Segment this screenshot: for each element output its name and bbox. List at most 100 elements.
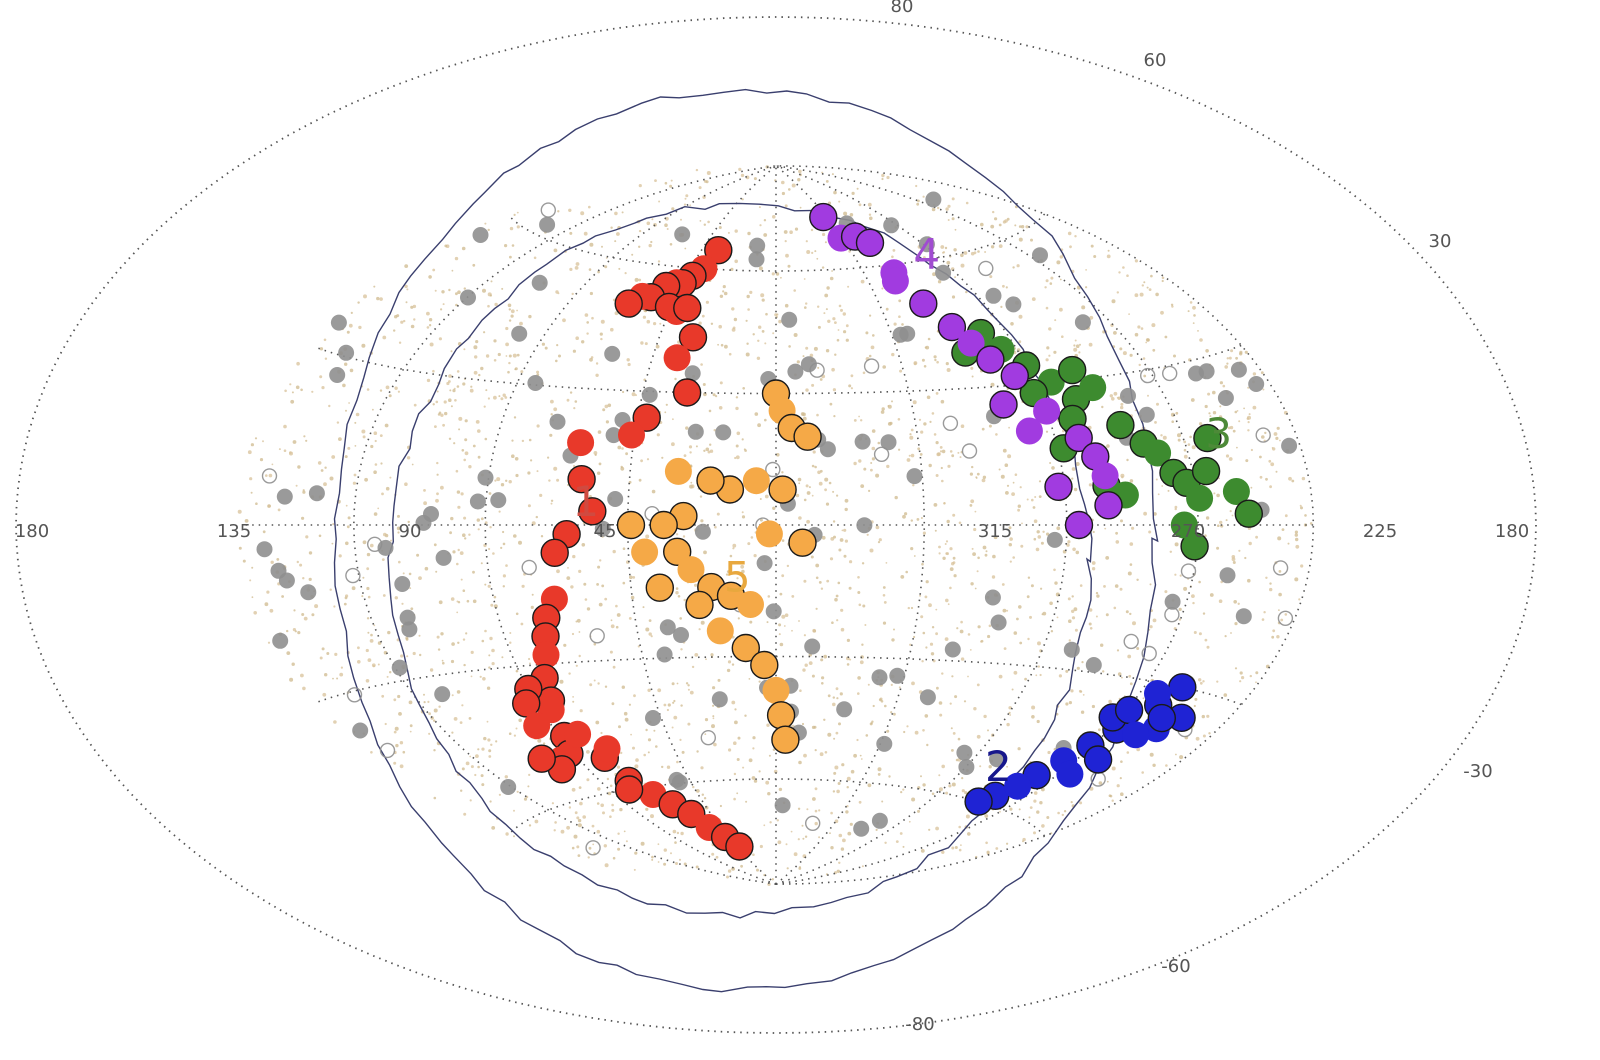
background-dot [582,815,586,819]
background-dot [1093,255,1097,258]
background-dot [1005,491,1009,495]
background-dot [759,498,762,500]
background-dot [638,229,642,233]
background-dot [276,558,280,561]
background-dot [985,841,988,845]
background-dot [683,862,687,866]
background-dot [676,760,679,764]
background-dot [954,695,958,699]
background-dot [942,556,946,560]
background-dot [1062,429,1065,433]
background-dot [291,662,295,666]
background-dot [843,528,847,532]
background-dot [562,318,566,323]
grey-source-marker [958,759,975,775]
background-dot [696,750,699,753]
background-dot [1018,808,1021,811]
background-dot [472,599,477,604]
background-dot [1012,556,1015,559]
background-dot [520,622,524,626]
background-dot [705,447,710,452]
background-dot [941,449,946,454]
background-dot [618,267,621,270]
background-dot [947,464,951,468]
background-dot [493,359,497,362]
background-dot [857,692,860,695]
background-dot [1164,335,1168,339]
background-dot [802,416,807,421]
background-dot [1191,594,1195,598]
background-dot [1125,610,1129,614]
background-dot [1194,697,1198,701]
background-dot [433,749,436,752]
background-dot [1111,766,1116,771]
background-dot [951,295,956,299]
background-dot [571,787,576,792]
background-dot [1284,613,1288,616]
background-dot [650,240,653,244]
background-dot [475,420,480,424]
background-dot [913,635,916,639]
background-dot [838,304,842,308]
background-dot [350,311,353,314]
background-dot [680,218,682,221]
background-dot [856,738,859,742]
background-dot [811,251,814,254]
background-dot [354,445,357,447]
grey-source-marker [1188,365,1204,382]
background-dot [475,754,479,758]
background-dot [428,318,433,322]
background-dot [747,542,751,546]
background-dot [1183,586,1188,591]
background-dot [811,383,815,387]
background-dot [752,333,755,336]
background-dot [646,221,651,226]
background-dot [931,207,936,212]
background-dot [685,682,689,685]
background-dot [374,463,378,466]
background-dot [898,448,901,451]
background-dot [1244,350,1248,354]
background-dot [838,548,842,552]
background-dot [618,725,621,729]
background-dot [847,285,850,288]
background-dot [947,204,951,208]
background-dot [1120,792,1124,796]
background-dot [1039,673,1042,677]
background-dot [853,753,857,758]
background-dot [786,867,789,870]
background-dot [1298,598,1301,601]
background-dot [1265,477,1268,481]
background-dot [727,231,730,234]
background-dot [950,727,953,730]
background-dot [801,824,804,827]
background-dot [1284,514,1288,518]
background-dot [1072,547,1076,552]
background-dot [703,223,706,226]
background-dot [441,290,445,294]
background-dot [818,836,821,839]
background-dot [508,319,512,322]
background-dot [699,495,703,498]
background-dot [1129,479,1134,483]
background-dot [612,549,616,554]
background-dot [810,228,814,232]
background-dot [648,632,652,636]
background-dot [1150,274,1153,278]
background-dot [1148,530,1152,534]
background-dot [898,686,901,689]
background-dot [816,413,819,417]
group-5-point [706,617,734,645]
background-dot [424,566,429,571]
background-dot [572,696,574,698]
background-dot [959,456,962,459]
background-dot [833,190,837,195]
grey-source-marker [1120,387,1136,404]
grey-source-marker [1255,427,1271,443]
background-dot [511,439,514,442]
background-dot [998,468,1001,471]
background-dot [609,784,613,788]
background-dot [805,484,809,488]
